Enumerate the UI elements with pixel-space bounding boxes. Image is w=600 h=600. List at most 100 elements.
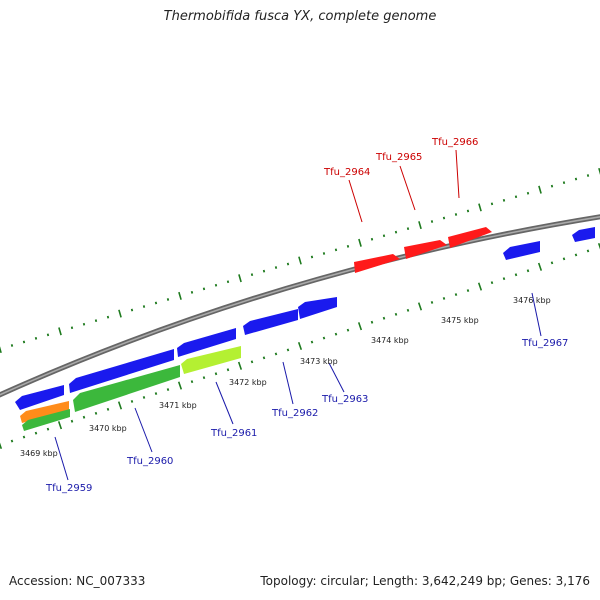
accession-text: Accession: NC_007333	[9, 574, 146, 588]
minor-tick	[190, 380, 194, 384]
major-tick	[537, 262, 543, 271]
major-tick	[298, 256, 302, 265]
minor-tick	[274, 352, 278, 356]
minor-tick	[550, 261, 554, 265]
minor-tick	[370, 237, 374, 241]
major-tick	[418, 221, 422, 230]
minor-tick	[466, 209, 470, 213]
feature-tfu-2964[interactable]	[354, 254, 400, 273]
inner-tick-ring	[0, 242, 600, 450]
minor-tick	[202, 287, 206, 291]
minor-tick	[10, 439, 14, 443]
major-tick	[597, 242, 600, 250]
feature-tfu-2960-block[interactable]	[69, 349, 174, 393]
minor-tick	[10, 344, 14, 347]
minor-tick	[514, 195, 518, 199]
feature-tfu-2961-lightgreen[interactable]	[181, 346, 241, 374]
minor-tick	[310, 340, 314, 344]
minor-tick	[226, 280, 230, 284]
map-title: Thermobifida fusca YX, complete genome	[163, 9, 437, 24]
feature-tfu-2959-orange[interactable]	[20, 401, 69, 423]
minor-tick	[70, 419, 74, 423]
minor-tick	[34, 336, 38, 340]
minor-tick	[310, 255, 314, 259]
gene-label-tfu-2965[interactable]: Tfu_2965	[375, 152, 422, 163]
gene-label-tfu-2959[interactable]: Tfu_2959	[45, 483, 92, 494]
gene-label-tfu-2964[interactable]: Tfu_2964	[323, 167, 370, 178]
minor-tick	[406, 308, 410, 312]
gene-label-tfu-2962[interactable]: Tfu_2962	[271, 408, 318, 419]
minor-tick	[442, 216, 446, 220]
minor-tick	[514, 273, 518, 277]
scale-label-3471: 3471 kbp	[159, 401, 197, 410]
minor-tick	[394, 312, 398, 316]
scale-label-3470: 3470 kbp	[89, 424, 127, 433]
minor-tick	[454, 293, 458, 296]
feature-partial-block[interactable]	[572, 227, 595, 242]
feature-tfu-2960-green[interactable]	[73, 365, 180, 412]
scale-label-3476: 3476 kbp	[513, 296, 551, 305]
gene-label-tfu-2963[interactable]: Tfu_2963	[321, 394, 368, 405]
minor-tick	[454, 213, 458, 216]
major-tick	[118, 309, 122, 318]
major-tick	[478, 203, 482, 212]
scale-label-3474: 3474 kbp	[371, 336, 409, 345]
minor-tick	[322, 252, 326, 255]
minor-tick	[502, 277, 506, 281]
minor-tick	[442, 297, 446, 300]
minor-tick	[22, 435, 26, 439]
minor-tick	[526, 191, 530, 195]
major-tick	[477, 282, 483, 291]
feature-tfu-2963-block[interactable]	[298, 297, 337, 319]
minor-tick	[490, 281, 494, 285]
minor-tick	[574, 253, 578, 257]
minor-tick	[430, 220, 434, 223]
feature-tfu-2959-green[interactable]	[22, 409, 70, 431]
feature-tfu-2967-block[interactable]	[503, 241, 540, 260]
leader-lines	[54, 149, 542, 481]
major-tick	[117, 401, 123, 410]
gene-label-tfu-2960[interactable]: Tfu_2960	[126, 456, 173, 467]
minor-tick	[286, 348, 290, 352]
scale-label-3472: 3472 kbp	[229, 378, 267, 387]
minor-tick	[166, 298, 170, 301]
outer-tick-ring	[0, 167, 600, 354]
minor-tick	[262, 356, 266, 360]
minor-tick	[106, 407, 110, 411]
feature-tfu-2965[interactable]	[404, 240, 447, 259]
minor-tick	[22, 340, 26, 344]
minor-tick	[550, 184, 554, 188]
major-tick	[0, 346, 2, 354]
feature-tfu-2966[interactable]	[448, 227, 492, 248]
major-tick	[358, 238, 362, 247]
feature-tfu-2961-block[interactable]	[177, 328, 236, 357]
gene-label-tfu-2967[interactable]: Tfu_2967	[521, 338, 568, 349]
minor-tick	[46, 333, 50, 337]
minor-tick	[46, 427, 50, 431]
minor-tick	[82, 322, 86, 326]
major-tick	[417, 302, 423, 311]
feature-tfu-2959-block[interactable]	[15, 385, 64, 410]
minor-tick	[394, 230, 398, 234]
minor-tick	[406, 227, 410, 231]
minor-tick	[346, 244, 350, 248]
minor-tick	[586, 249, 590, 253]
major-tick	[297, 341, 303, 351]
minor-tick	[142, 396, 146, 399]
minor-tick	[142, 305, 146, 308]
minor-tick	[130, 308, 134, 312]
genome-stats-text: Topology: circular; Length: 3,642,249 bp…	[260, 574, 590, 588]
minor-tick	[490, 202, 494, 206]
minor-tick	[250, 273, 254, 277]
gene-label-tfu-2966[interactable]: Tfu_2966	[431, 137, 478, 148]
major-tick	[178, 291, 182, 300]
gene-label-tfu-2961[interactable]: Tfu_2961	[210, 428, 257, 439]
minor-tick	[370, 320, 374, 324]
minor-tick	[202, 376, 206, 380]
feature-track	[15, 227, 595, 431]
major-tick	[538, 185, 542, 194]
feature-tfu-2962-block[interactable]	[243, 309, 298, 335]
minor-tick	[214, 283, 218, 287]
minor-tick	[166, 388, 170, 391]
minor-tick	[94, 411, 98, 415]
